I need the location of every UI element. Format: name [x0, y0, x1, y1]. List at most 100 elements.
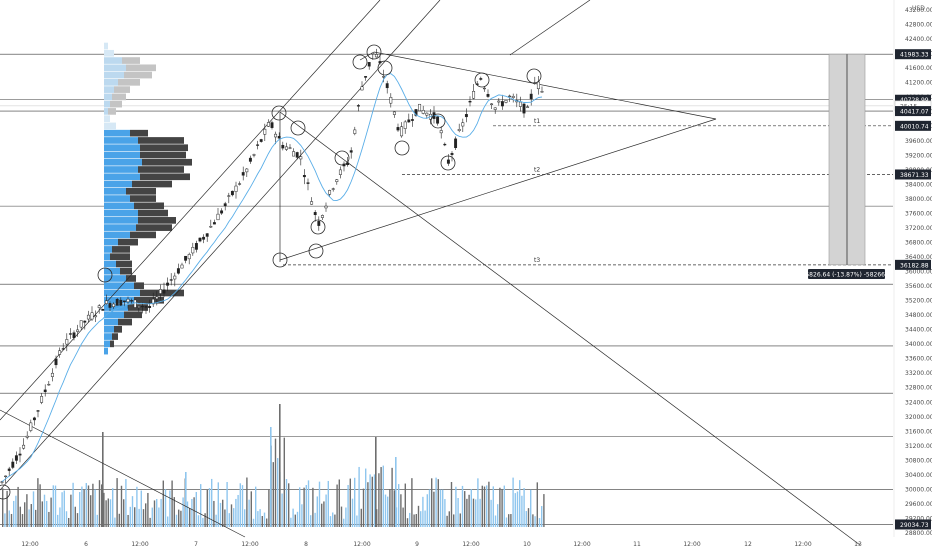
volume-bar: [420, 511, 422, 527]
profile-up-42: [104, 347, 108, 355]
profile-down-3: [126, 64, 156, 72]
volume-bar: [85, 483, 87, 527]
profile-up-38: [104, 318, 118, 326]
volume-bar: [404, 483, 406, 527]
candle-body-62: [223, 203, 227, 207]
candle-body-86: [310, 201, 314, 205]
pivot-circle-10: [440, 155, 456, 171]
volume-bar: [499, 487, 501, 527]
volume-bar: [301, 504, 303, 527]
volume-bar: [114, 517, 116, 527]
volume-bar: [28, 509, 30, 527]
candle-body-110: [396, 127, 400, 131]
candle-body-74: [266, 122, 270, 127]
candle-body-76: [274, 133, 278, 138]
volume-bar: [461, 485, 464, 527]
volume-bar: [173, 497, 175, 527]
volume-spike-5: [395, 457, 397, 527]
profile-down-37: [124, 311, 142, 319]
pivot-circle-0: [0, 484, 11, 500]
volume-bar: [136, 486, 138, 527]
candle-body-57: [205, 233, 209, 237]
price-tick-37600: 37600.00: [905, 210, 932, 217]
profile-down-21: [130, 195, 156, 202]
profile-up-2: [104, 57, 122, 64]
volume-bar: [189, 508, 191, 527]
volume-bar: [442, 489, 444, 527]
volume-bar: [131, 496, 134, 527]
profile-down-7: [112, 93, 126, 101]
volume-bar: [35, 509, 37, 527]
volume-bar: [160, 498, 162, 527]
volume-bar: [195, 491, 197, 527]
volume-bar: [180, 510, 182, 527]
volume-bar: [112, 488, 114, 527]
measure-box[interactable]: -5826.64 (-13.87%) -582664: [803, 53, 889, 279]
time-tick-15: 13: [854, 541, 862, 548]
volume-bar: [158, 507, 160, 527]
volume-bar: [57, 514, 59, 527]
volume-bar: [439, 489, 442, 527]
volume-bar: [367, 482, 369, 527]
volume-bar: [527, 508, 530, 527]
volume-bar: [433, 491, 435, 527]
candle-body-50: [180, 264, 184, 269]
volume-bar: [248, 499, 250, 527]
volume-bar: [303, 487, 305, 527]
profile-up-1: [104, 49, 114, 57]
profile-up-4: [104, 71, 124, 79]
candle-body-118: [425, 112, 429, 116]
profile-up-24: [104, 217, 138, 224]
profile-down-15: [140, 151, 186, 159]
volume-bar: [123, 499, 125, 527]
volume-bar: [244, 509, 246, 527]
candle-body-47: [169, 279, 173, 281]
volume-bar: [252, 518, 255, 527]
candle-body-106: [382, 76, 386, 78]
candle-body-2: [7, 468, 11, 471]
volume-bar: [281, 493, 283, 527]
profile-up-25: [104, 224, 136, 231]
volume-spike-1: [270, 427, 272, 527]
candle-body-18: [65, 339, 69, 345]
profile-down-39: [114, 325, 122, 333]
price-axis: 28800.00 29200.00 29600.00 30000.00 30400.00…: [893, 0, 932, 537]
candle-body-14: [50, 372, 54, 377]
volume-bar: [208, 488, 211, 527]
pivot-circle-1: [97, 267, 113, 283]
price-tick-36400: 36400.00: [905, 254, 932, 261]
candle-body-70: [252, 154, 256, 156]
volume-bar: [268, 489, 270, 527]
volume-bar: [428, 489, 431, 527]
volume-bar: [490, 499, 492, 527]
volume-bar: [340, 506, 343, 527]
pivot-circle-9: [430, 113, 446, 129]
volume-bar: [50, 497, 52, 527]
volume-bar: [402, 507, 404, 527]
candle-body-97: [349, 150, 353, 153]
price-tag-box-7: [895, 519, 931, 530]
volume-bar: [283, 437, 285, 527]
volume-bar: [94, 489, 96, 527]
volume-bar: [72, 482, 74, 527]
profile-up-33: [104, 282, 134, 290]
price-tick-43200: 43200.00: [905, 7, 932, 14]
volume-bar: [494, 515, 497, 527]
time-tick-3: 7: [194, 541, 198, 548]
profile-down-2: [122, 57, 140, 64]
price-tick-32000: 32000.00: [905, 414, 932, 421]
time-tick-2: 12:00: [131, 541, 148, 548]
volume-bar: [118, 513, 120, 527]
target-label-t2: t2: [534, 166, 540, 173]
profile-down-35: [134, 296, 164, 304]
volume-bar: [426, 494, 428, 527]
volume-bar: [15, 495, 17, 527]
profile-up-23: [104, 209, 138, 217]
volume-bar: [191, 498, 193, 527]
volume-bar: [371, 476, 373, 527]
volume-bar: [409, 512, 411, 527]
volume-bar: [149, 517, 151, 527]
candle-body-49: [176, 268, 180, 274]
volume-bar: [389, 489, 391, 527]
